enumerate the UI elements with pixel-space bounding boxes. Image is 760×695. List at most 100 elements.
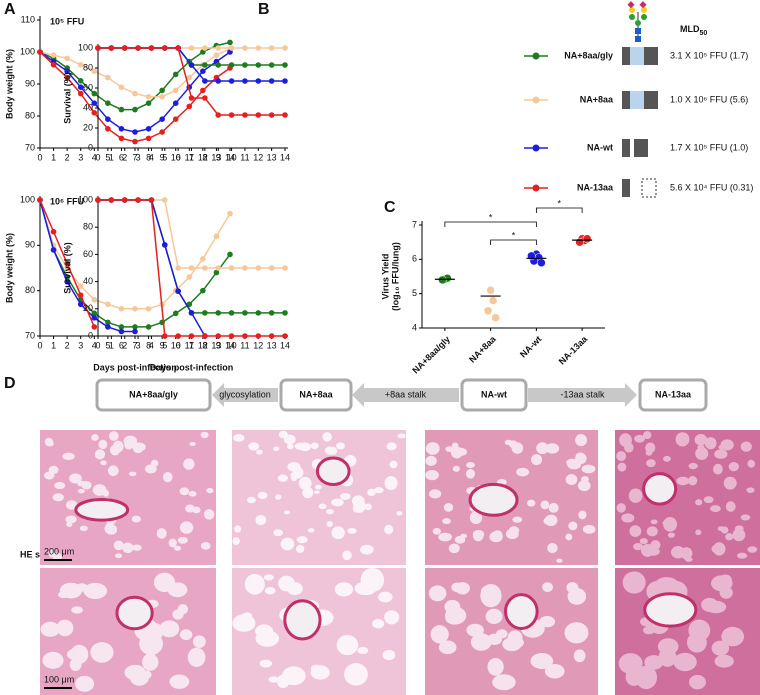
x-tick-label: 13 bbox=[211, 340, 221, 350]
data-point bbox=[91, 68, 98, 74]
x-tick-label: 6 bbox=[176, 340, 181, 350]
alveolus bbox=[344, 663, 368, 686]
glycan-unit bbox=[635, 20, 641, 26]
alveolus bbox=[542, 582, 553, 593]
alveolus bbox=[156, 528, 167, 539]
x-tick-label: 2 bbox=[122, 152, 127, 162]
alveolus bbox=[389, 460, 398, 469]
y-tick-label: 40 bbox=[83, 102, 93, 112]
alveolus bbox=[322, 432, 332, 442]
data-point bbox=[175, 265, 181, 271]
data-point bbox=[118, 328, 125, 335]
x-tick-label: 1 bbox=[51, 340, 56, 350]
alveolus bbox=[645, 442, 656, 453]
y-tick-label: 60 bbox=[83, 249, 93, 259]
alveolus bbox=[310, 442, 319, 450]
alveolus bbox=[565, 474, 578, 486]
alveolus bbox=[100, 460, 107, 466]
x-tick-label: 4 bbox=[92, 340, 97, 350]
alveolus bbox=[694, 434, 708, 446]
x-tick-label: 1 bbox=[51, 152, 56, 162]
alveolus bbox=[628, 574, 642, 589]
alveolus bbox=[438, 640, 457, 655]
data-point bbox=[91, 324, 98, 330]
alveolus bbox=[132, 442, 146, 452]
data-point bbox=[188, 333, 195, 339]
stalk-block bbox=[622, 179, 630, 197]
alveolus bbox=[325, 509, 334, 515]
alveolus bbox=[206, 487, 214, 494]
alveolus bbox=[643, 431, 652, 440]
alveolus bbox=[720, 439, 734, 451]
alveolus bbox=[115, 553, 123, 559]
data-point bbox=[215, 265, 222, 271]
data-point bbox=[268, 78, 275, 84]
alveolus bbox=[675, 432, 690, 447]
alveolus bbox=[384, 524, 394, 535]
data-point bbox=[159, 116, 165, 122]
alveolus bbox=[639, 538, 648, 545]
alveolus bbox=[113, 540, 124, 551]
y-tick-label: 0 bbox=[88, 330, 93, 340]
data-point bbox=[91, 296, 98, 303]
glycan-unit bbox=[641, 7, 647, 13]
x-tick-label: 8 bbox=[146, 340, 151, 350]
x-tick-label: 9 bbox=[160, 340, 165, 350]
alveolus bbox=[543, 516, 556, 526]
data-point bbox=[64, 260, 70, 267]
arrow bbox=[352, 383, 459, 407]
y-axis-label: Survival (%) bbox=[62, 242, 72, 294]
x-tick-label: 7 bbox=[132, 340, 137, 350]
y-tick-label: 70 bbox=[25, 142, 35, 152]
alveolus bbox=[633, 543, 644, 551]
alveolus bbox=[714, 654, 734, 668]
data-point bbox=[77, 84, 84, 90]
data-point bbox=[188, 95, 195, 101]
alveolus bbox=[449, 607, 462, 617]
alveolus bbox=[104, 522, 116, 535]
alveolus bbox=[616, 503, 626, 513]
x-tick-label: 3 bbox=[136, 340, 141, 350]
data-point bbox=[215, 78, 222, 84]
significance-bracket bbox=[535, 207, 583, 213]
legend-marker bbox=[532, 184, 540, 192]
alveolus bbox=[200, 541, 211, 550]
data-point bbox=[227, 210, 233, 217]
data-point bbox=[50, 52, 57, 58]
x-tick-label: 10 bbox=[171, 152, 181, 162]
data-point bbox=[37, 197, 43, 203]
alveolus bbox=[725, 501, 736, 512]
alveolus bbox=[487, 657, 504, 676]
alveolus bbox=[703, 496, 714, 504]
data-point bbox=[145, 135, 152, 142]
significance-label: * bbox=[512, 230, 516, 240]
data-point bbox=[161, 242, 168, 248]
alveolus bbox=[451, 582, 464, 593]
alveolus bbox=[548, 502, 559, 513]
x-tick-label: 9 bbox=[160, 152, 165, 162]
x-tick-label: 7 bbox=[189, 152, 194, 162]
histology-image bbox=[615, 430, 760, 565]
data-point bbox=[215, 45, 222, 51]
x-tick-label: 2 bbox=[122, 340, 127, 350]
data-point bbox=[200, 87, 206, 94]
x-tick-label: 0 bbox=[95, 340, 100, 350]
alveolus bbox=[673, 652, 697, 672]
alveolus bbox=[54, 481, 66, 490]
alveolus bbox=[650, 519, 658, 525]
x-tick-label: 2 bbox=[65, 340, 70, 350]
y-tick-label: 110 bbox=[21, 14, 35, 24]
data-point bbox=[172, 116, 179, 122]
x-tick-label: NA-13aa bbox=[557, 333, 590, 366]
vessel bbox=[503, 593, 539, 630]
data-point bbox=[50, 228, 57, 235]
data-point bbox=[188, 265, 195, 271]
x-tick-label: 13 bbox=[211, 152, 221, 162]
x-tick-label: 3 bbox=[78, 152, 83, 162]
alveolus bbox=[107, 465, 119, 477]
alveolus bbox=[298, 476, 312, 490]
annotation: 10⁵ FFU bbox=[50, 16, 84, 26]
x-tick-label: 2 bbox=[65, 152, 70, 162]
data-point bbox=[282, 265, 288, 271]
alveolus bbox=[102, 489, 109, 497]
